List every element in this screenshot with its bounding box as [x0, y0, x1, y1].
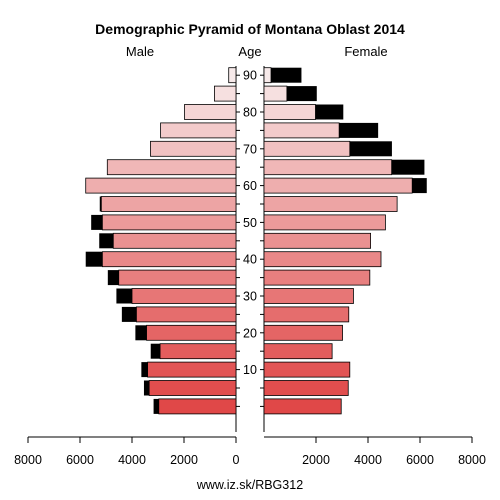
age-tick-label: 50	[243, 216, 257, 230]
x-tick-label: 6000	[66, 453, 94, 467]
male-excess-bar-55-59	[99, 196, 102, 212]
male-bar-5-9	[148, 380, 237, 396]
age-tick-label: 90	[243, 69, 257, 83]
male-excess-bar-15-19	[150, 343, 161, 359]
female-bar-90+	[263, 67, 272, 84]
male-excess-bar-45-49	[99, 233, 114, 249]
male-excess-bar-0-4	[153, 398, 159, 414]
male-bar-85-89	[214, 85, 237, 102]
male-bar-65-69	[106, 159, 237, 176]
female-excess-bar-90+	[271, 67, 302, 83]
male-bar-55-59	[100, 196, 237, 212]
x-tick-label: 8000	[458, 453, 486, 467]
female-bar-5-9	[263, 380, 349, 396]
female-bar-20-24	[263, 324, 343, 341]
female-bar-15-19	[263, 343, 333, 360]
male-bar-60-64	[85, 177, 237, 194]
female-bar-75-79	[263, 122, 340, 139]
female-bar-85-89	[263, 85, 288, 102]
footer-url: www.iz.sk/RBG312	[196, 478, 303, 492]
female-excess-bar-70-74	[349, 141, 392, 157]
chart-title: Demographic Pyramid of Montana Oblast 20…	[95, 21, 405, 37]
male-excess-bar-20-24	[135, 325, 147, 341]
female-bar-80-84	[263, 104, 316, 120]
x-tick-label: 2000	[302, 453, 330, 467]
female-excess-bar-75-79	[339, 122, 379, 138]
female-bar-70-74	[263, 140, 351, 157]
female-bar-45-49	[263, 232, 371, 249]
female-excess-bar-60-64	[412, 178, 427, 194]
male-bar-35-39	[118, 269, 237, 286]
female-label: Female	[344, 44, 387, 59]
age-label: Age	[238, 44, 261, 59]
female-bar-35-39	[263, 269, 371, 286]
male-bar-20-24	[146, 324, 237, 341]
x-tick-label: 4000	[118, 453, 146, 467]
age-tick-label: 80	[243, 106, 257, 120]
female-bar-0-4	[263, 398, 342, 415]
female-bar-60-64	[263, 177, 413, 194]
plot-area: 10 20 30 40 50 60 70 80 90 8000 6000 4000 2000 0 2000 4…	[14, 66, 486, 467]
male-excess-bar-25-29	[121, 306, 137, 322]
x-tick-label: 0	[233, 453, 240, 467]
x-tick-label: 4000	[354, 453, 382, 467]
male-excess-bar-50-54	[91, 214, 103, 230]
male-bar-70-74	[150, 140, 237, 157]
female-bar-65-69	[263, 159, 393, 176]
age-tick-label: 60	[243, 179, 257, 193]
age-tick-label: 70	[243, 142, 257, 156]
female-bar-55-59	[263, 196, 398, 212]
male-bar-75-79	[160, 122, 237, 139]
x-tick-label: 8000	[14, 453, 42, 467]
age-tick-label: 40	[243, 253, 257, 267]
female-bar-40-44	[263, 251, 382, 268]
age-tick-label: 20	[243, 326, 257, 340]
male-bar-40-44	[101, 251, 237, 268]
male-bar-0-4	[158, 398, 237, 415]
female-bar-10-14	[263, 361, 351, 378]
female-bar-30-34	[263, 288, 354, 304]
male-bar-10-14	[147, 361, 237, 378]
male-label: Male	[126, 44, 154, 59]
female-excess-bar-65-69	[391, 159, 425, 175]
male-bar-90+	[228, 67, 237, 84]
male-bar-45-49	[112, 232, 237, 249]
age-tick-label: 10	[243, 363, 257, 377]
female-bar-50-54	[263, 214, 386, 231]
male-excess-bar-40-44	[85, 251, 103, 267]
male-excess-bar-5-9	[143, 380, 150, 396]
male-excess-bar-30-34	[116, 288, 132, 304]
x-tick-label: 2000	[170, 453, 198, 467]
female-excess-bar-85-89	[286, 86, 317, 102]
male-bar-15-19	[159, 343, 237, 360]
x-tick-label: 6000	[406, 453, 434, 467]
male-bar-25-29	[136, 306, 237, 323]
female-bar-25-29	[263, 306, 350, 323]
male-excess-bar-35-39	[107, 270, 119, 286]
female-excess-bar-80-84	[315, 104, 344, 120]
age-tick-label: 30	[243, 290, 257, 304]
male-excess-bar-10-14	[141, 362, 148, 378]
male-bar-80-84	[184, 104, 237, 120]
male-bar-30-34	[131, 288, 237, 304]
male-bar-50-54	[101, 214, 237, 231]
